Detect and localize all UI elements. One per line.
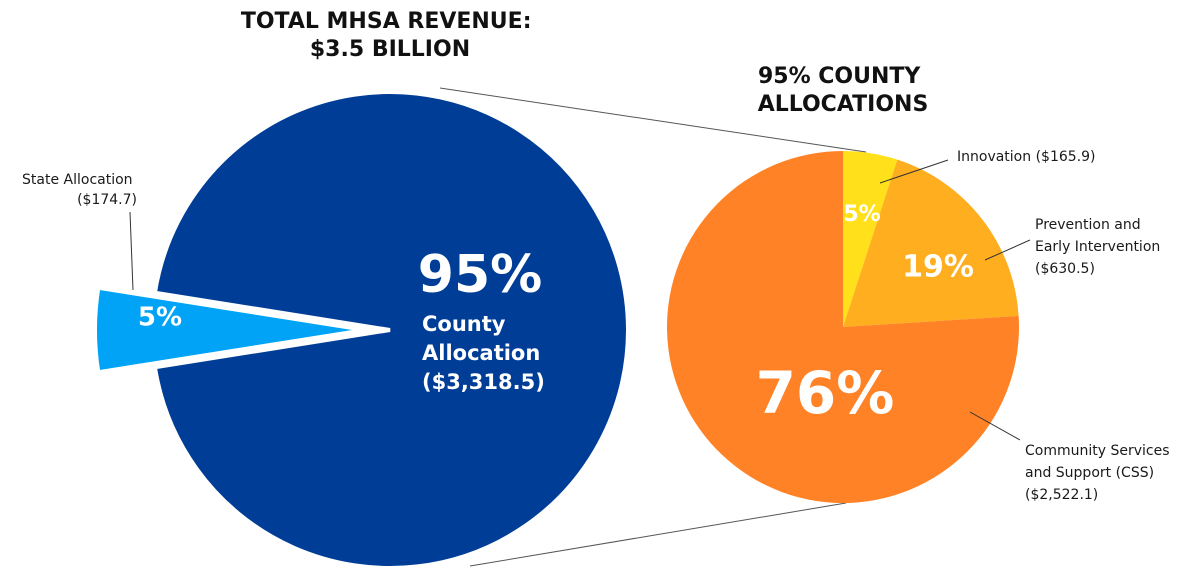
leader-line bbox=[879, 159, 949, 184]
value-label: 95% bbox=[418, 245, 542, 305]
connector bbox=[439, 87, 867, 153]
category-label: County Allocation ($3,318.5) bbox=[422, 312, 548, 394]
category-label-line: Allocation bbox=[422, 341, 548, 365]
category-label-line: ($3,318.5) bbox=[422, 370, 545, 394]
category-label: Prevention and Early Intervention ($630.… bbox=[1035, 217, 1165, 277]
chart-title-line: $3.5 BILLION bbox=[310, 37, 470, 62]
slice bbox=[843, 151, 898, 327]
category-label: Community Services and Support (CSS) ($2… bbox=[1025, 443, 1174, 503]
value-label: 5% bbox=[843, 202, 880, 227]
leader-line bbox=[129, 211, 134, 291]
slice bbox=[152, 90, 630, 569]
chart-title: TOTAL MHSA REVENUE: $3.5 BILLION bbox=[241, 9, 539, 62]
connector bbox=[469, 502, 847, 567]
category-label: State Allocation ($174.7) bbox=[22, 172, 137, 208]
category-label: Innovation ($165.9) bbox=[957, 149, 1095, 165]
leader-line bbox=[984, 239, 1031, 261]
category-label-line: and Support (CSS) bbox=[1025, 465, 1159, 481]
chart-title: 95% COUNTY ALLOCATIONS bbox=[758, 64, 929, 117]
slice bbox=[93, 285, 366, 375]
value-label: 76% bbox=[756, 359, 895, 427]
slice bbox=[843, 159, 1019, 327]
chart-title-line: ALLOCATIONS bbox=[758, 92, 929, 117]
category-label-line: State Allocation bbox=[22, 172, 137, 188]
chart-title-line: TOTAL MHSA REVENUE: bbox=[241, 9, 539, 34]
category-label-line: Community Services bbox=[1025, 443, 1174, 459]
category-label-line: Prevention and bbox=[1035, 217, 1145, 233]
category-label-line: County bbox=[422, 312, 513, 336]
category-label-line: ($174.7) bbox=[77, 192, 137, 208]
slice bbox=[667, 151, 1019, 503]
leader-line bbox=[969, 411, 1021, 441]
category-label-line: Early Intervention bbox=[1035, 239, 1165, 255]
category-label-line: ($630.5) bbox=[1035, 261, 1095, 277]
value-label: 5% bbox=[138, 303, 182, 333]
value-label: 19% bbox=[902, 250, 974, 285]
category-label-line: Innovation ($165.9) bbox=[957, 149, 1095, 165]
category-label-line: ($2,522.1) bbox=[1025, 487, 1098, 503]
chart-title-line: 95% COUNTY bbox=[758, 64, 928, 89]
